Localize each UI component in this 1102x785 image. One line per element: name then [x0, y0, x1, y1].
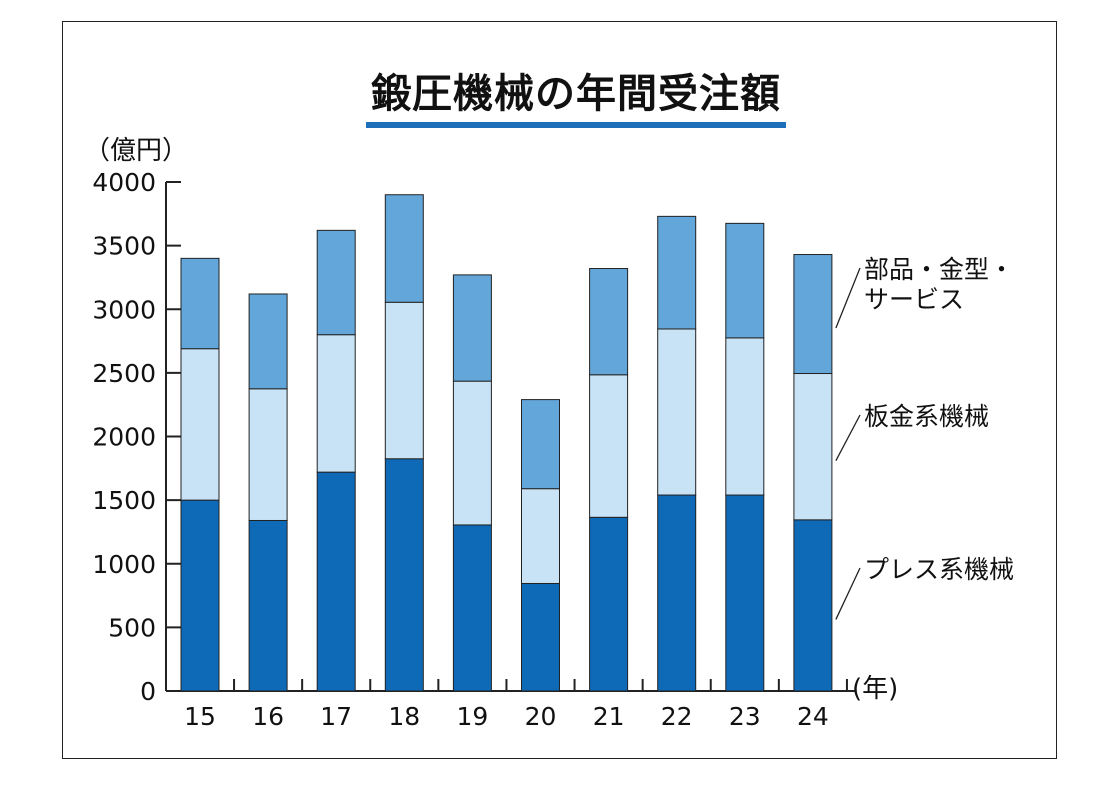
bar-segment-parts-service	[452, 274, 492, 382]
bar-segment-parts-service	[316, 229, 356, 336]
y-tick-label: 1500	[92, 486, 156, 515]
legend-leader-line	[835, 567, 861, 620]
bar-segment-press	[316, 471, 356, 692]
y-tick-label: 1000	[92, 550, 156, 579]
x-tick-label: 20	[525, 702, 557, 731]
bar-segment-sheet-metal	[589, 374, 629, 518]
bar-segment-sheet-metal	[248, 388, 288, 521]
y-axis-unit: （億円）	[84, 136, 189, 166]
y-tick-label: 2500	[92, 359, 156, 388]
bar-segment-sheet-metal	[725, 337, 765, 496]
x-tick-label: 15	[184, 702, 216, 731]
y-tick-label: 3500	[92, 232, 156, 261]
x-tick-label: 22	[661, 702, 693, 731]
bar-segment-press	[725, 494, 765, 692]
bar-segment-parts-service	[521, 399, 560, 490]
bar-segment-press	[657, 494, 697, 692]
y-tick-label: 0	[140, 677, 156, 706]
x-tick-label: 16	[252, 702, 284, 731]
bar-segment-parts-service	[657, 215, 697, 330]
x-tick-label: 24	[797, 702, 829, 731]
y-tick-label: 4000	[92, 168, 156, 197]
title-underline	[366, 122, 786, 128]
bar-segment-parts-service	[248, 293, 288, 390]
bar-segment-parts-service	[725, 222, 765, 339]
bar-segment-parts-service	[180, 257, 220, 350]
bar-segment-sheet-metal	[452, 380, 492, 526]
x-tick-label: 23	[729, 702, 761, 731]
bar-segment-sheet-metal	[316, 334, 356, 473]
x-tick-label: 21	[593, 702, 625, 731]
y-tick-label: 3000	[92, 295, 156, 324]
legend-leader-line	[835, 267, 861, 329]
legend-leader-line	[835, 414, 861, 461]
bar-segment-press	[384, 458, 424, 692]
chart-frame	[62, 21, 1057, 759]
x-axis-unit: (年)	[852, 674, 899, 704]
chart-title: 鍛圧機械の年間受注額	[371, 71, 781, 117]
bar-segment-sheet-metal	[657, 328, 697, 496]
bar-segment-sheet-metal	[180, 348, 220, 501]
bar-segment-press	[180, 499, 220, 692]
bar-segment-parts-service	[589, 268, 629, 376]
legend-label-sheet-metal: 板金系機械	[864, 402, 989, 431]
bar-segment-parts-service	[793, 254, 833, 375]
x-tick-label: 17	[320, 702, 352, 731]
bar-segment-sheet-metal	[384, 301, 424, 460]
bar-segment-press	[452, 524, 492, 692]
legend-label-parts-service: サービス	[864, 285, 964, 314]
x-tick-label: 19	[456, 702, 488, 731]
legend-label-press: プレス系機械	[864, 555, 1014, 584]
x-tick-label: 18	[388, 702, 420, 731]
bar-segment-press	[521, 582, 560, 692]
bar-segment-parts-service	[384, 194, 424, 303]
y-tick-label: 500	[108, 613, 156, 642]
bar-segment-press	[248, 519, 288, 692]
bar-segment-sheet-metal	[521, 488, 560, 584]
y-tick-label: 2000	[92, 423, 156, 452]
bar-segment-press	[589, 516, 629, 692]
legend-label-parts-service: 部品・金型・	[864, 255, 1014, 284]
bar-segment-press	[793, 519, 833, 692]
bar-segment-sheet-metal	[793, 373, 833, 521]
